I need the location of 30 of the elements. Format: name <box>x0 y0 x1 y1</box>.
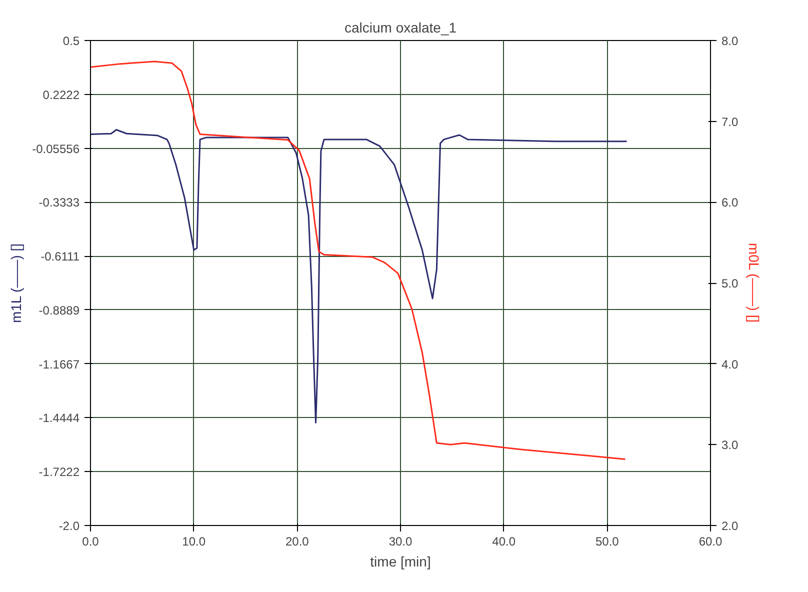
y-tick-label: -2.0 <box>58 519 80 533</box>
y2-tick-label: 3.0 <box>722 438 739 452</box>
y-tick-label: 0.2222 <box>42 88 80 102</box>
y-tick-label: -0.8889 <box>38 303 80 318</box>
x-tick-label: 50.0 <box>595 534 620 548</box>
y-tick-label: -0.3333 <box>38 196 80 210</box>
y2-tick-label: 2.0 <box>722 519 739 533</box>
y-tick-label: 0.5 <box>62 34 80 48</box>
y-tick-label: -0.6111 <box>40 250 80 264</box>
y2-tick-label: 5.0 <box>722 276 739 290</box>
y2-tick-label: 6.0 <box>722 196 739 210</box>
line-series <box>90 60 626 460</box>
x-tick-label: 10.0 <box>182 534 206 548</box>
x-tick-label: 0.0 <box>82 534 100 548</box>
x-axis-title: time [min] <box>370 554 431 570</box>
x-tick-label: 60.0 <box>698 534 723 548</box>
y-tick-label: -1.7222 <box>38 465 80 480</box>
y2-tick-label: 4.0 <box>722 357 739 372</box>
y2-axis-title: m0L (——) [] <box>746 242 762 323</box>
x-tick-label: 40.0 <box>492 534 516 548</box>
y-tick-label: -0.05556 <box>32 142 80 156</box>
line-series <box>90 128 628 424</box>
x-tick-label: 20.0 <box>285 534 310 548</box>
y-tick-label: -1.1667 <box>38 357 80 372</box>
y-tick-label: -1.4444 <box>38 411 80 426</box>
chart-title: calcium oxalate_1 <box>344 20 457 36</box>
y2-tick-label: 8.0 <box>722 34 739 48</box>
y-axis-title: m1L (——) [] <box>8 243 24 324</box>
y2-tick-label: 7.0 <box>722 114 739 129</box>
x-tick-label: 30.0 <box>388 534 413 548</box>
